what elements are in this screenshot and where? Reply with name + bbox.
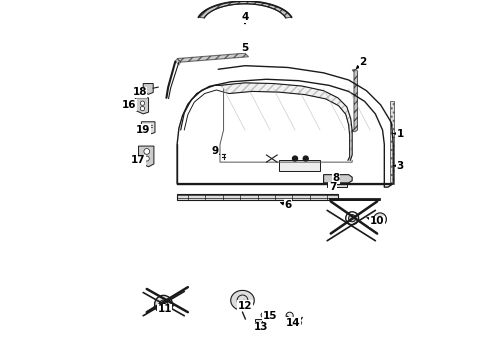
Circle shape [296, 320, 301, 326]
Polygon shape [139, 146, 154, 167]
Circle shape [293, 156, 297, 161]
Polygon shape [220, 83, 352, 160]
Text: 7: 7 [329, 182, 336, 192]
Polygon shape [135, 98, 148, 114]
Polygon shape [177, 53, 248, 62]
Circle shape [140, 101, 145, 105]
Circle shape [286, 312, 293, 319]
Polygon shape [351, 69, 358, 132]
Text: 4: 4 [241, 13, 249, 24]
Text: 3: 3 [393, 161, 404, 171]
Circle shape [144, 156, 149, 161]
Text: 1: 1 [393, 129, 404, 139]
Circle shape [155, 296, 172, 313]
Polygon shape [143, 84, 153, 94]
Text: 9: 9 [211, 147, 219, 157]
Polygon shape [175, 59, 181, 65]
Polygon shape [323, 175, 352, 183]
Text: 5: 5 [242, 43, 248, 53]
Text: 6: 6 [281, 200, 292, 210]
Polygon shape [142, 122, 155, 134]
Circle shape [348, 215, 356, 222]
Polygon shape [231, 291, 254, 310]
Text: 14: 14 [286, 318, 300, 328]
Circle shape [140, 107, 145, 111]
Text: 17: 17 [130, 156, 145, 165]
Circle shape [159, 300, 168, 309]
Circle shape [144, 149, 149, 154]
Polygon shape [198, 1, 292, 18]
Circle shape [373, 213, 387, 226]
Text: 19: 19 [136, 125, 150, 135]
Polygon shape [177, 194, 338, 200]
Text: 8: 8 [333, 173, 340, 183]
Polygon shape [255, 319, 262, 324]
Text: 10: 10 [367, 216, 385, 226]
Polygon shape [391, 102, 394, 184]
Text: 13: 13 [254, 322, 269, 332]
Polygon shape [261, 312, 270, 318]
Text: 12: 12 [238, 300, 252, 311]
Text: 11: 11 [157, 304, 172, 314]
Text: 18: 18 [132, 87, 147, 98]
Text: 16: 16 [122, 100, 136, 110]
Text: 15: 15 [263, 311, 277, 321]
Text: 2: 2 [356, 57, 367, 68]
Circle shape [303, 156, 308, 161]
Polygon shape [327, 183, 347, 187]
Polygon shape [279, 160, 320, 171]
